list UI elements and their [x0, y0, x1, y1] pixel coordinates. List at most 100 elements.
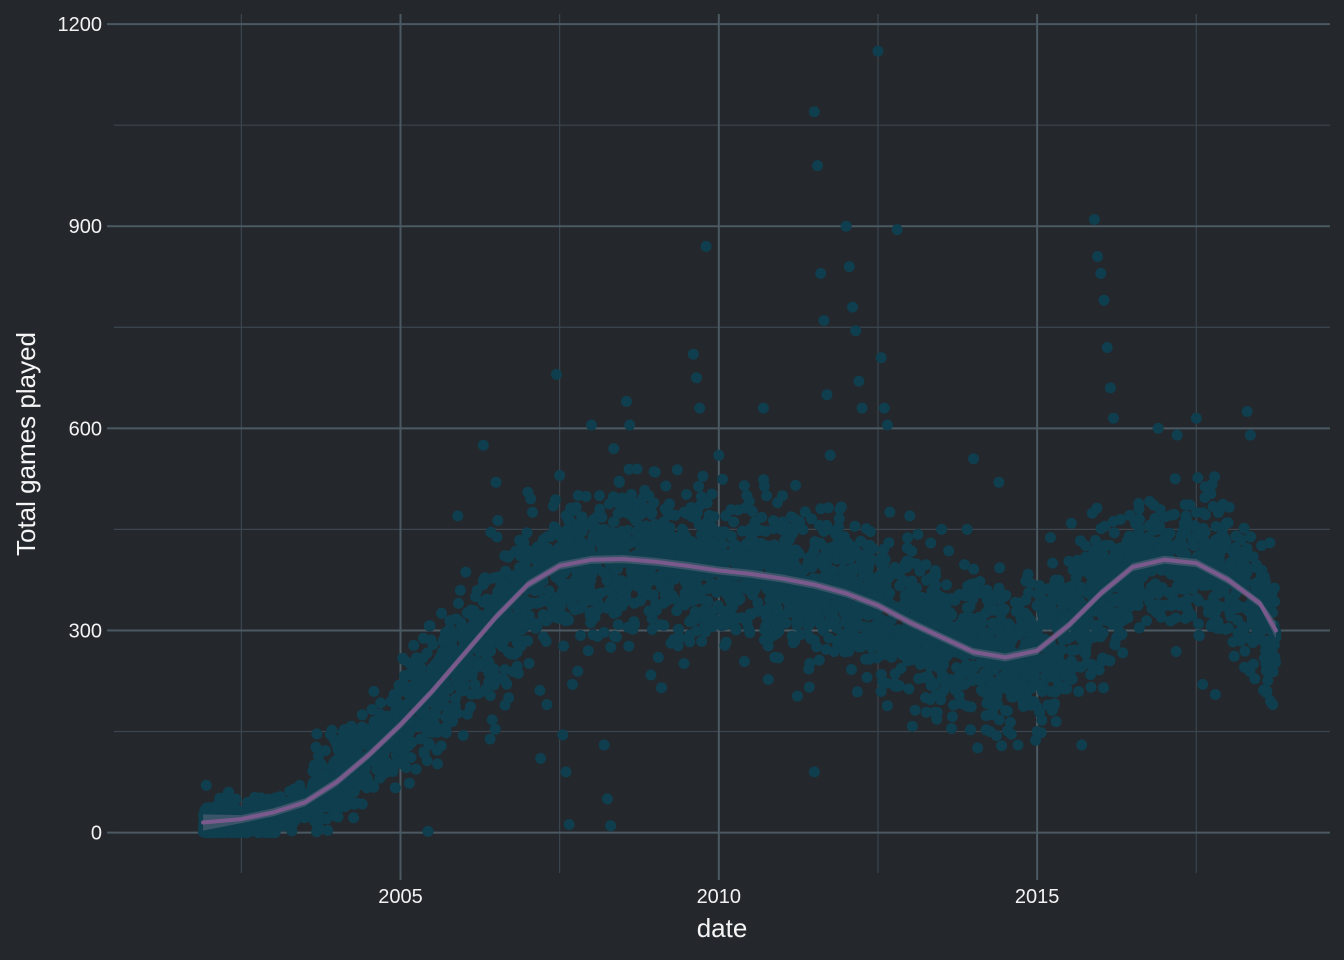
scatter-point	[1028, 696, 1040, 708]
scatter-point	[1168, 508, 1180, 520]
scatter-point	[1049, 698, 1060, 710]
scatter-point	[790, 544, 802, 556]
scatter-point	[1132, 599, 1144, 611]
scatter-point	[891, 224, 903, 236]
scatter-point	[976, 673, 988, 685]
scatter-point	[865, 553, 877, 565]
scatter-point	[936, 523, 948, 535]
scatter-point	[810, 606, 822, 618]
scatter-point	[844, 553, 856, 564]
scatter-point	[1101, 342, 1113, 353]
scatter-point	[1014, 597, 1026, 609]
scatter-point	[403, 726, 415, 738]
smooth-trend	[201, 555, 1278, 831]
scatter-point	[1032, 588, 1044, 600]
scatter-point	[937, 614, 949, 626]
scatter-point	[877, 675, 888, 687]
scatter-point	[1228, 650, 1240, 662]
scatter-point	[884, 506, 896, 518]
scatter-point	[657, 597, 669, 609]
scatter-point	[563, 819, 575, 830]
scatter-point	[660, 480, 672, 492]
scatter-point	[512, 574, 524, 586]
scatter-point	[1241, 406, 1253, 417]
scatter-point	[308, 759, 320, 771]
scatter-point	[837, 564, 849, 576]
scatter-point	[511, 660, 523, 672]
scatter-point	[206, 827, 218, 839]
scatter-point	[929, 565, 941, 576]
scatter-point	[1092, 251, 1104, 262]
scatter-point	[992, 684, 1004, 696]
scatter-point	[284, 785, 296, 797]
scatter-point	[550, 494, 561, 506]
scatter-point	[214, 792, 226, 804]
scatter-point	[1222, 517, 1234, 529]
scatter-point	[1033, 580, 1045, 591]
scatter-point	[782, 534, 794, 546]
scatter-point	[734, 547, 746, 559]
scatter-point	[1047, 557, 1059, 569]
scatter-point	[534, 596, 546, 608]
scatter-point	[738, 656, 750, 667]
scatter-point	[1001, 656, 1013, 668]
scatter-point	[520, 619, 532, 631]
scatter-point	[1050, 584, 1062, 596]
scatter-point	[527, 506, 538, 518]
scatter-point	[872, 45, 884, 57]
scatter-point	[729, 581, 741, 593]
scatter-point	[931, 601, 943, 613]
scatter-point	[1209, 689, 1221, 700]
scatter-point	[605, 820, 617, 832]
scatter-point	[768, 523, 780, 535]
scatter-point	[1057, 613, 1069, 625]
scatter-point	[572, 490, 584, 501]
scatter-point	[388, 689, 400, 700]
scatter-point	[1237, 621, 1249, 632]
scatter-point	[810, 596, 822, 608]
scatter-point	[1031, 600, 1043, 612]
scatter-point	[1133, 622, 1145, 634]
scatter-point	[773, 625, 785, 637]
scatter-point	[843, 261, 855, 273]
scatter-point	[618, 542, 630, 554]
scatter-point	[768, 539, 780, 551]
scatter-point	[625, 488, 637, 500]
scatter-point	[808, 106, 820, 118]
scatter-point	[834, 503, 846, 515]
scatter-point	[228, 802, 239, 814]
scatter-point	[909, 704, 921, 716]
scatter-point	[1191, 593, 1203, 605]
scatter-point	[499, 619, 511, 630]
x-axis-title: date	[697, 913, 748, 943]
scatter-point	[824, 449, 836, 461]
scatter-point	[603, 584, 615, 596]
scatter-point	[1076, 739, 1088, 751]
scatter-point	[776, 524, 788, 536]
scatter-point	[903, 683, 915, 695]
scatter-point	[1212, 507, 1224, 518]
scatter-point	[380, 761, 392, 773]
scatter-point	[836, 629, 848, 640]
scatter-point	[673, 623, 684, 635]
scatter-point	[1091, 502, 1103, 514]
scatter-point	[1141, 615, 1153, 627]
scatter-point	[984, 726, 996, 738]
scatter-point	[754, 524, 766, 536]
scatter-point	[1012, 739, 1024, 751]
scatter-point	[368, 781, 380, 793]
scatter-point	[200, 779, 212, 791]
scatter-point	[740, 613, 752, 625]
scatter-point	[806, 550, 817, 562]
scatter-point	[701, 617, 713, 629]
scatter-point	[440, 711, 452, 723]
scatter-point	[1074, 535, 1086, 547]
scatter-point	[405, 736, 417, 748]
scatter-point	[623, 640, 635, 652]
scatter-point	[405, 752, 417, 764]
scatter-point	[694, 570, 706, 582]
scatter-point	[450, 674, 462, 686]
scatter-point	[687, 348, 699, 360]
scatter-point	[828, 646, 840, 658]
scatter-point	[324, 728, 336, 740]
